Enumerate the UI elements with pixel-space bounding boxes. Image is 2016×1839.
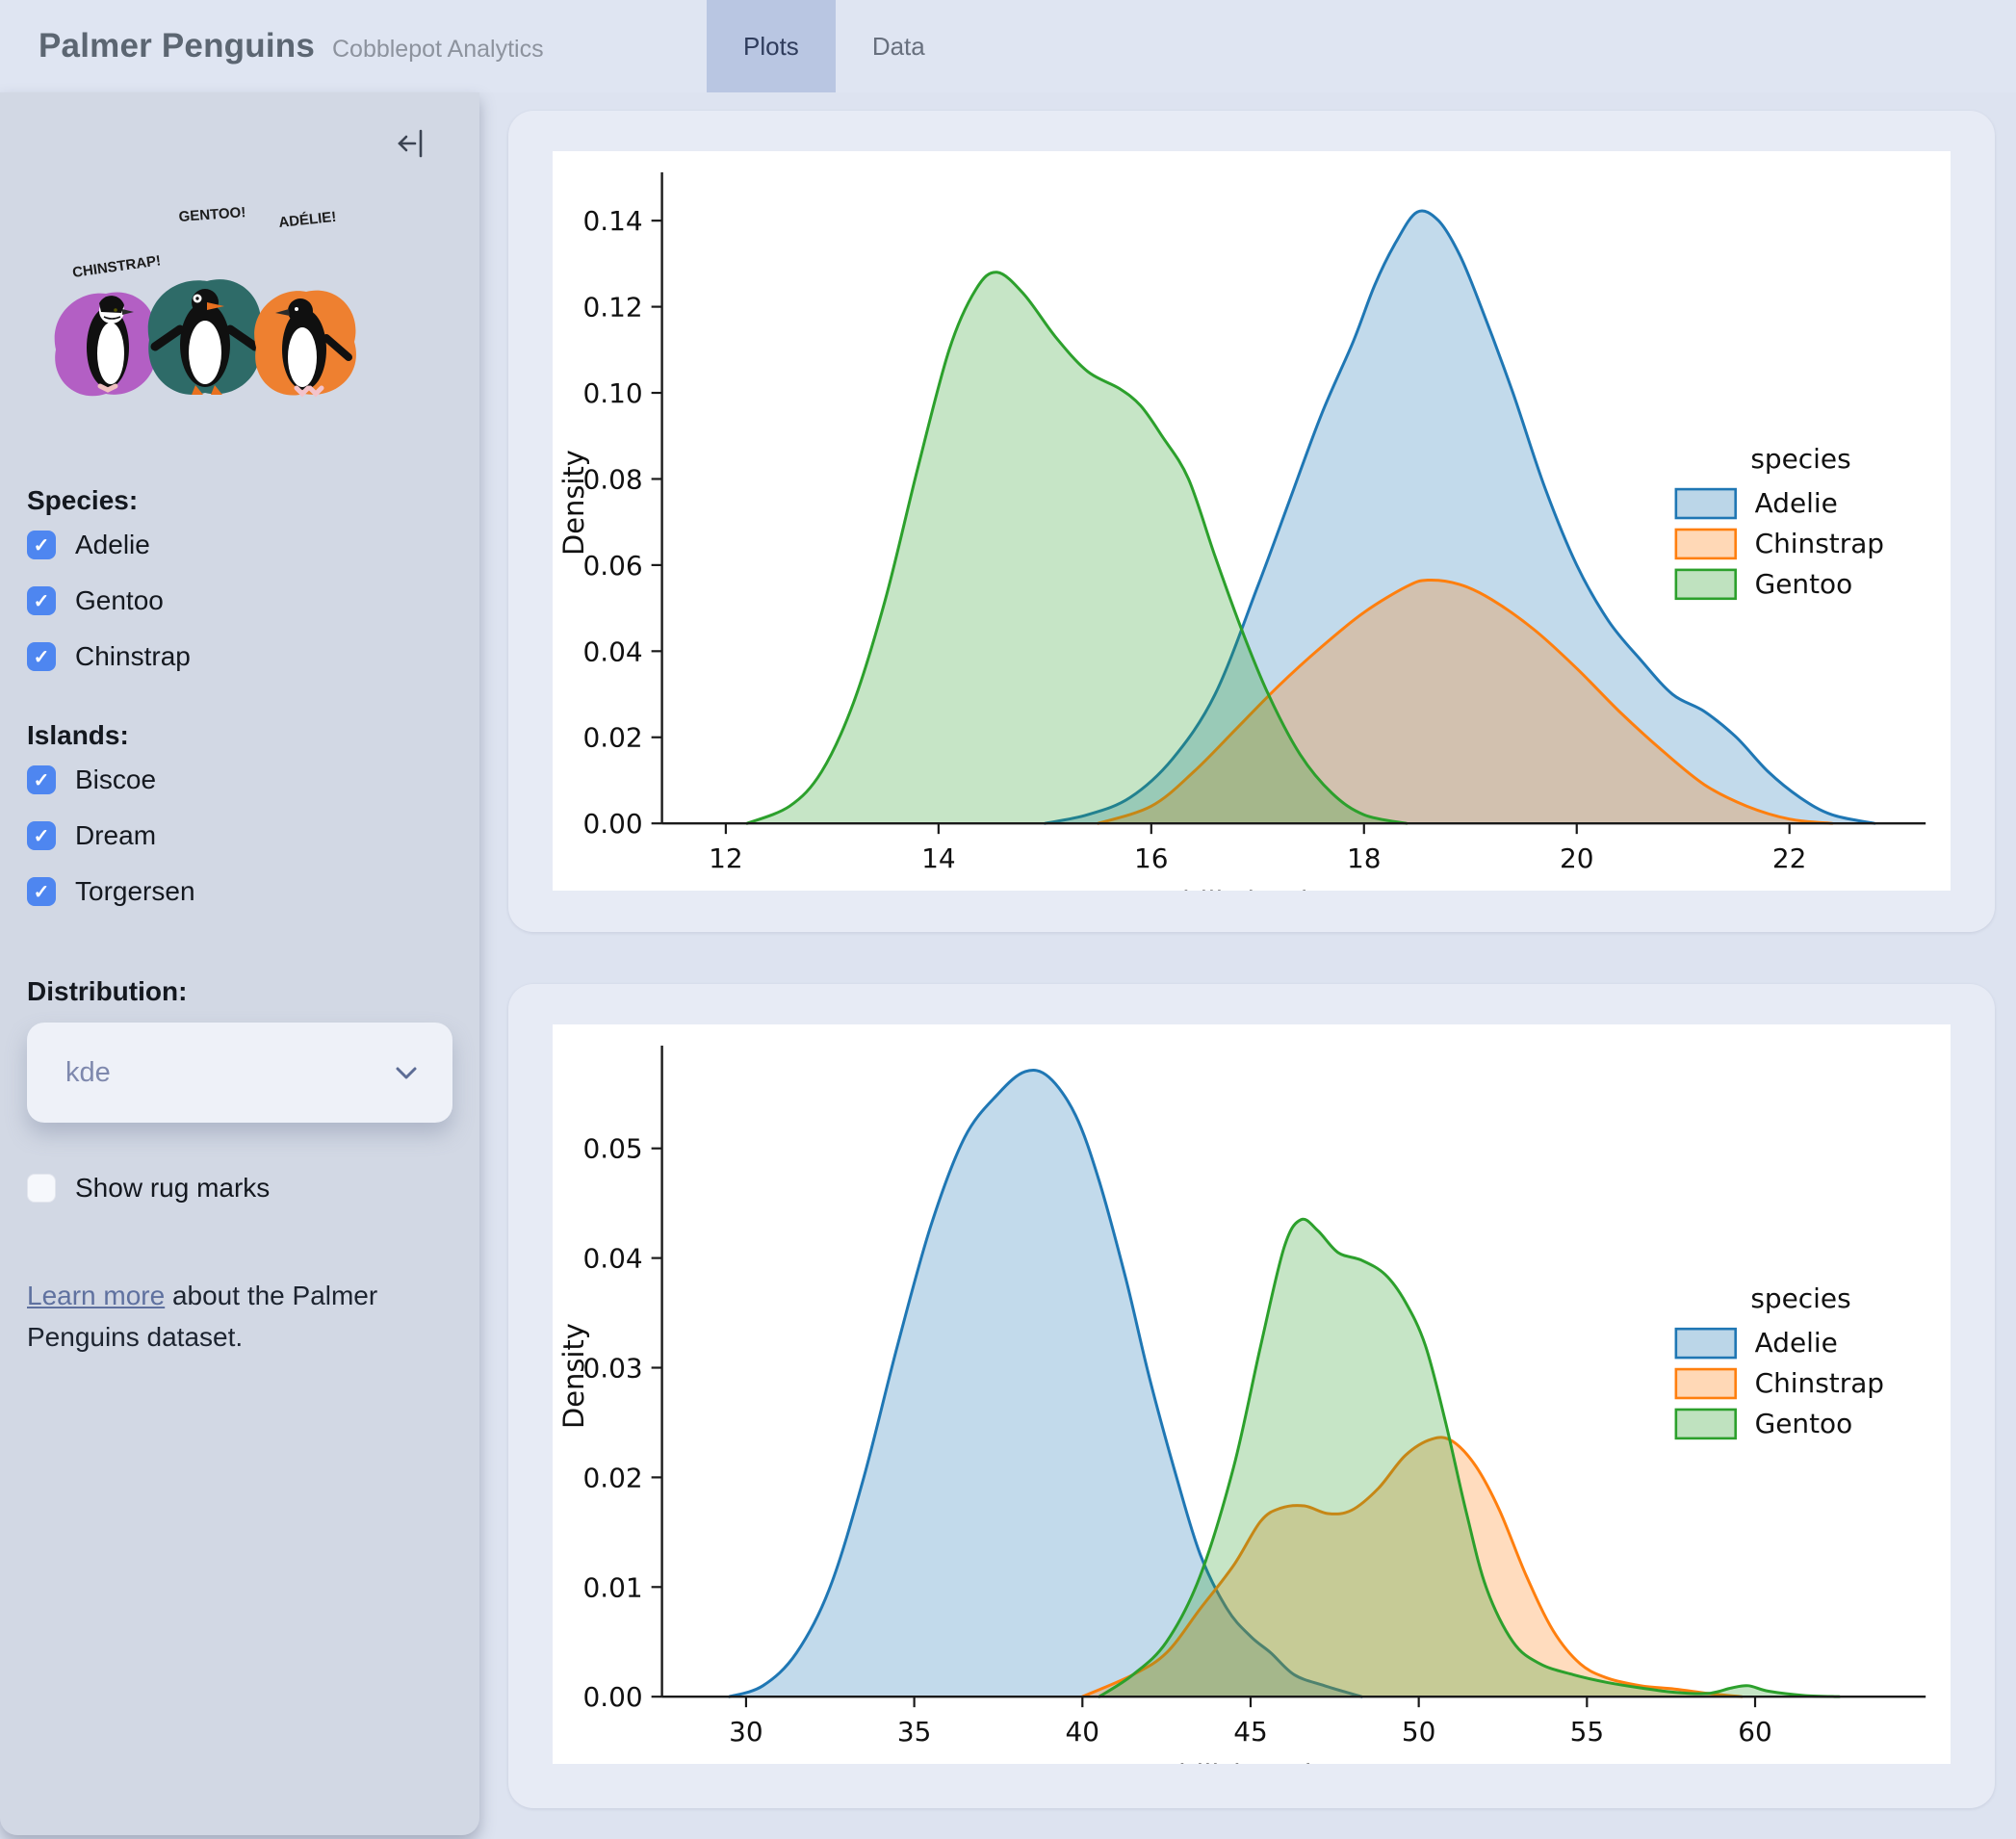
svg-text:0.08: 0.08	[583, 463, 643, 495]
penguin-artwork-image: CHINSTRAP! GENTOO!	[54, 204, 356, 398]
chinstrap-checkbox[interactable]: ✓	[27, 642, 56, 671]
svg-text:0.02: 0.02	[583, 722, 643, 754]
legend-label: Adelie	[1755, 487, 1838, 519]
adelie-art-label: ADÉLIE!	[278, 209, 337, 231]
legend-label: Chinstrap	[1755, 528, 1884, 559]
adelie-checkbox[interactable]: ✓	[27, 531, 56, 559]
main-content: 12 14 16 18 20 22 0.00 0.02 0.04 0.06 0.08 0.10 0.12…	[479, 92, 2016, 1839]
nav-tabs: Plots Data	[707, 0, 962, 92]
learn-more-link[interactable]: Learn more	[27, 1281, 166, 1310]
species-section: Species: ✓ Adelie ✓ Gentoo ✓ Chinstrap	[27, 485, 452, 697]
sidebar: CHINSTRAP! GENTOO!	[0, 92, 479, 1835]
svg-text:55: 55	[1570, 1716, 1605, 1748]
svg-text:12: 12	[709, 842, 743, 874]
chinstrap-checkbox-label: Chinstrap	[75, 641, 191, 671]
svg-text:0.03: 0.03	[583, 1352, 643, 1384]
gentoo-checkbox[interactable]: ✓	[27, 586, 56, 615]
rug-checkbox-label: Show rug marks	[75, 1173, 271, 1203]
distribution-section: Distribution: kde	[27, 976, 452, 1123]
checkbox-row-rug[interactable]: Show rug marks	[27, 1173, 452, 1204]
dream-checkbox-label: Dream	[75, 820, 157, 850]
islands-label: Islands:	[27, 720, 129, 750]
checkbox-row-adelie[interactable]: ✓ Adelie	[27, 530, 452, 560]
checkbox-row-biscoe[interactable]: ✓ Biscoe	[27, 764, 452, 795]
torgersen-checkbox-label: Torgersen	[75, 876, 195, 906]
svg-text:0.00: 0.00	[583, 808, 643, 840]
chinstrap-art-label: CHINSTRAP!	[71, 252, 162, 281]
x-axis-label: bill_length_mm	[1178, 1759, 1390, 1764]
rug-section: Show rug marks	[27, 1173, 452, 1229]
svg-text:0.10: 0.10	[583, 377, 643, 409]
svg-text:45: 45	[1233, 1716, 1268, 1748]
x-axis-label: bill_depth_mm	[1182, 886, 1386, 891]
svg-text:0.06: 0.06	[583, 550, 643, 582]
sidebar-collapse-icon[interactable]	[397, 127, 429, 160]
page-title: Palmer Penguins	[39, 27, 315, 65]
page-subtitle: Cobblepot Analytics	[331, 36, 544, 63]
torgersen-checkbox[interactable]: ✓	[27, 877, 56, 906]
svg-text:0.01: 0.01	[583, 1571, 643, 1603]
svg-text:20: 20	[1560, 842, 1594, 874]
checkbox-row-dream[interactable]: ✓ Dream	[27, 820, 452, 851]
biscoe-checkbox-label: Biscoe	[75, 764, 157, 794]
svg-text:0.05: 0.05	[583, 1133, 643, 1165]
islands-section: Islands: ✓ Biscoe ✓ Dream ✓ Torgersen	[27, 720, 452, 932]
legend-label: Gentoo	[1755, 568, 1853, 600]
legend-label: Adelie	[1755, 1327, 1838, 1359]
bill-length-card: 30 35 40 45 50 55 60 0.00 0.01 0.02 0.03 0.04 0.05 bi…	[508, 984, 1995, 1808]
chevron-down-icon	[393, 1059, 420, 1086]
bill-depth-card: 12 14 16 18 20 22 0.00 0.02 0.04 0.06 0.08 0.10 0.12…	[508, 111, 1995, 932]
svg-text:40: 40	[1066, 1716, 1100, 1748]
gentoo-art	[147, 279, 262, 395]
svg-text:14: 14	[921, 842, 956, 874]
tab-plots[interactable]: Plots	[707, 0, 836, 92]
kde-plot-bill-length: 30 35 40 45 50 55 60 0.00 0.01 0.02 0.03 0.04 0.05 bi…	[557, 1045, 1926, 1764]
svg-text:16: 16	[1134, 842, 1169, 874]
svg-text:0.14: 0.14	[583, 205, 643, 237]
checkbox-row-chinstrap[interactable]: ✓ Chinstrap	[27, 641, 452, 672]
svg-text:50: 50	[1402, 1716, 1436, 1748]
svg-text:18: 18	[1347, 842, 1382, 874]
app-header: Palmer Penguins Cobblepot Analytics Plot…	[0, 0, 2016, 92]
adelie-art	[254, 290, 356, 398]
legend-label: Chinstrap	[1755, 1367, 1884, 1399]
chinstrap-art	[54, 292, 156, 397]
kde-plot-bill-depth: 12 14 16 18 20 22 0.00 0.02 0.04 0.06 0.08 0.10 0.12…	[557, 171, 1926, 891]
dataset-note: Learn more about the Palmer Penguins dat…	[27, 1275, 452, 1359]
adelie-checkbox-label: Adelie	[75, 530, 150, 559]
svg-text:0.04: 0.04	[583, 1243, 643, 1275]
dream-checkbox[interactable]: ✓	[27, 821, 56, 850]
distribution-selected-value: kde	[65, 1056, 111, 1088]
biscoe-checkbox[interactable]: ✓	[27, 765, 56, 794]
y-axis-label: Density	[557, 450, 590, 556]
svg-text:0.00: 0.00	[583, 1681, 643, 1713]
svg-text:0.12: 0.12	[583, 292, 643, 324]
svg-text:35: 35	[897, 1716, 932, 1748]
legend-title: species	[1750, 1282, 1850, 1314]
dataset-note-text: about the Palmer Penguins dataset.	[27, 1281, 378, 1353]
bill-depth-figure: 12 14 16 18 20 22 0.00 0.02 0.04 0.06 0.08 0.10 0.12…	[553, 151, 1951, 891]
bill-length-figure: 30 35 40 45 50 55 60 0.00 0.01 0.02 0.03 0.04 0.05 bi…	[553, 1024, 1951, 1764]
legend-title: species	[1750, 443, 1850, 475]
checkbox-row-torgersen[interactable]: ✓ Torgersen	[27, 876, 452, 907]
gentoo-checkbox-label: Gentoo	[75, 585, 164, 615]
distribution-select[interactable]: kde	[27, 1023, 452, 1123]
svg-text:30: 30	[729, 1716, 763, 1748]
y-axis-label: Density	[557, 1323, 590, 1429]
brand: Palmer Penguins Cobblepot Analytics	[0, 27, 544, 65]
svg-text:0.02: 0.02	[583, 1462, 643, 1493]
rug-checkbox[interactable]	[27, 1174, 56, 1203]
species-label: Species:	[27, 485, 139, 515]
legend-label: Gentoo	[1755, 1408, 1853, 1439]
svg-text:60: 60	[1738, 1716, 1772, 1748]
distribution-label: Distribution:	[27, 976, 188, 1006]
gentoo-art-label: GENTOO!	[178, 204, 246, 225]
checkbox-row-gentoo[interactable]: ✓ Gentoo	[27, 585, 452, 616]
tab-data[interactable]: Data	[871, 31, 925, 61]
svg-text:0.04: 0.04	[583, 635, 643, 667]
svg-text:22: 22	[1772, 842, 1807, 874]
